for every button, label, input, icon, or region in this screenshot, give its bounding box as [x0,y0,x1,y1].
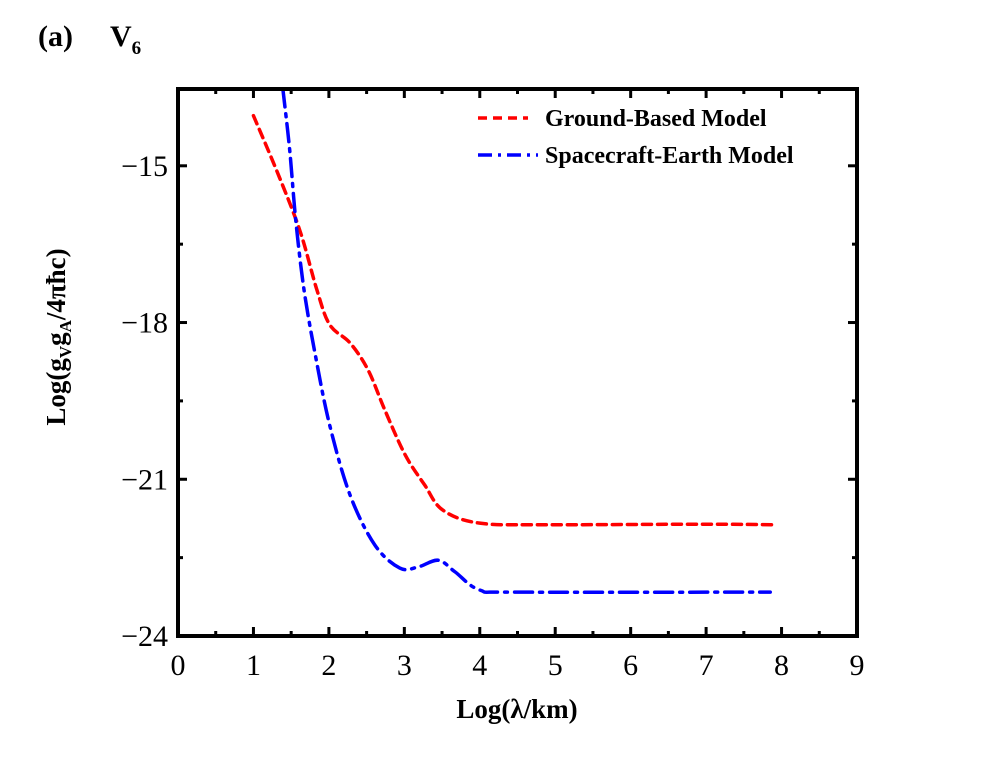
data-series [251,87,777,595]
series-ground-based-line [251,113,777,527]
legend-label: Ground-Based Model [545,106,767,132]
x-tick-label: 9 [850,649,865,682]
panel-title-main: V [110,20,132,53]
y-tick-label: −18 [121,307,168,340]
y-tick-label: −24 [121,620,168,653]
axis-ticks [176,89,859,638]
x-tick-label: 5 [548,649,563,682]
x-tick-label: 1 [246,649,261,682]
y-tick-label: −15 [121,150,168,183]
panel-label: (a) [38,20,73,53]
x-tick-label: 4 [472,649,487,682]
x-tick-label: 0 [171,649,186,682]
y-axis-label: Log(gVgA/4πħc) [41,248,75,425]
x-tick-label: 2 [321,649,336,682]
x-tick-label: 6 [623,649,638,682]
x-tick-label: 8 [774,649,789,682]
panel-title-subscript: 6 [131,38,142,59]
x-tick-label: 3 [397,649,412,682]
panel-title: V6 [110,20,141,60]
legend-label: Spacecraft-Earth Model [545,143,794,169]
axis-tick-labels: 0 1 2 3 4 5 6 7 8 9 −15 −18 −21 −24 [121,150,864,682]
y-tick-label: −21 [121,463,168,496]
x-axis-label: Log(λ/km) [456,694,577,724]
legend: Ground-Based Model Spacecraft-Earth Mode… [478,106,794,169]
legend-item-ground-based: Ground-Based Model [478,106,767,132]
x-tick-label: 7 [699,649,714,682]
legend-item-spacecraft-earth: Spacecraft-Earth Model [478,143,794,169]
plot-frame [176,87,859,638]
series-spacecraft-earth-line [281,87,772,595]
